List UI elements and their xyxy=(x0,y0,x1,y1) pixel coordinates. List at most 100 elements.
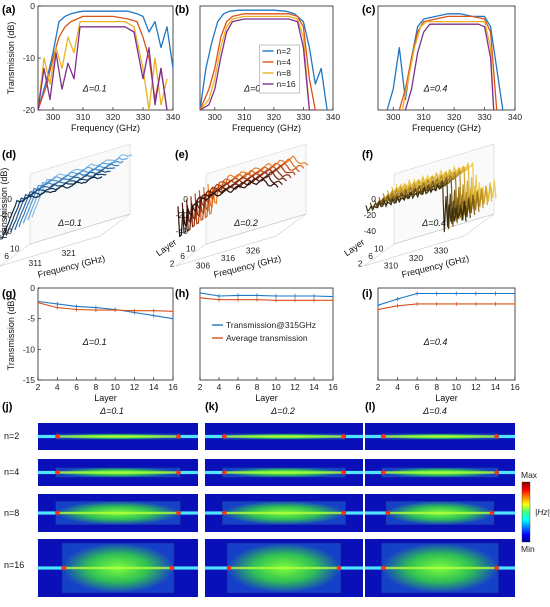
series-marker-g-1-2 xyxy=(74,307,79,312)
x-tick-label-h-6: 14 xyxy=(309,382,319,392)
delta-annotation-b: Δ=0.2 xyxy=(243,83,268,93)
delta-annotation-i: Δ=0.4 xyxy=(423,337,448,347)
core-field-3-2 xyxy=(381,566,499,570)
x-tick-label-c-3: 330 xyxy=(477,112,491,122)
floor-d xyxy=(0,213,131,267)
x-tick-label-i-7: 16 xyxy=(510,382,520,392)
series-group-h xyxy=(200,290,333,303)
x-tick-label-c-2: 320 xyxy=(447,112,461,122)
series-marker-h-0-6 xyxy=(312,293,316,298)
legend-box-b xyxy=(259,44,300,94)
x-axis-label-g: Layer xyxy=(94,393,117,403)
fieldmap-delta-2: Δ=0.2 xyxy=(270,406,295,416)
series-line-h-1 xyxy=(200,297,333,301)
x-tick-label-g-6: 14 xyxy=(149,382,159,392)
plot-i: 2 4 6 8 10 12 14 16 Layer Δ=0.4 xyxy=(376,287,520,403)
waterfall-curve-e-1 xyxy=(181,175,283,234)
series-marker-h-1-3 xyxy=(255,297,259,302)
y-tick-label-a-1: -10 xyxy=(23,53,36,63)
x-tick-label-b-0: 300 xyxy=(208,112,222,122)
series-marker-g-0-1 xyxy=(55,301,60,306)
x-tick-label-b-4: 340 xyxy=(326,112,340,122)
x-tick-label-h-7: 16 xyxy=(328,382,338,392)
row-label-n8: n=8 xyxy=(4,508,19,518)
x-tick-label-i-3: 8 xyxy=(434,382,439,392)
core-field-1-0 xyxy=(55,471,181,474)
z-tick-d-2: -40 xyxy=(0,226,12,236)
legend-h: Transmission@315GHz Average transmission xyxy=(209,319,327,349)
series-line-i-1 xyxy=(378,303,515,311)
series-marker-g-1-6 xyxy=(151,308,156,313)
z-tick-f-2: -40 xyxy=(364,226,377,236)
series-line-a-0 xyxy=(38,10,173,110)
row-label-n4: n=4 xyxy=(4,467,19,477)
waterfall-curve-d-5 xyxy=(22,160,124,224)
series-group-i xyxy=(378,291,515,312)
row-label-n2: n=2 xyxy=(4,431,19,441)
freq-tick-f-0: 310 xyxy=(384,261,398,271)
y-tick-label-a-0: 0 xyxy=(30,1,35,11)
series-line-b-2 xyxy=(200,15,316,110)
x-tick-label-h-0: 2 xyxy=(198,382,203,392)
x-tick-label-c-4: 340 xyxy=(508,112,522,122)
x-axis-label-i: Layer xyxy=(435,393,458,403)
series-marker-i-1-7 xyxy=(513,301,515,306)
series-group-a xyxy=(38,10,173,110)
field-map-0-2 xyxy=(365,423,515,450)
colorbar xyxy=(521,481,531,543)
y-axis-label-a: Transmission (dB) xyxy=(6,22,16,95)
delta-annotation-d: Δ=0.1 xyxy=(57,218,82,228)
x-tick-label-i-2: 6 xyxy=(415,382,420,392)
plot-frame-i xyxy=(377,287,516,381)
series-line-i-0 xyxy=(378,292,515,306)
legend-label-b-2: n=8 xyxy=(277,68,292,78)
waterfall-curve-e-0 xyxy=(177,177,279,238)
legend-label-b-0: n=2 xyxy=(277,46,292,56)
series-marker-i-0-4 xyxy=(454,291,459,296)
row-label-n16: n=16 xyxy=(4,560,24,570)
x-tick-label-a-3: 330 xyxy=(136,112,150,122)
input-hotspot-3-0 xyxy=(61,565,67,571)
series-line-c-3 xyxy=(404,23,495,110)
output-hotspot-3-0 xyxy=(169,565,175,571)
x-tick-label-b-1: 310 xyxy=(237,112,251,122)
input-hotspot-1-1 xyxy=(222,470,227,475)
series-marker-i-1-2 xyxy=(415,301,420,306)
waterfall-curve-d-0 xyxy=(1,176,103,240)
field-map-2-1 xyxy=(205,494,363,532)
series-marker-h-0-1 xyxy=(217,293,221,298)
field-maps: Δ=0.1 Δ=0.2 Δ=0.4 n=2 n=4 n=8 n=16 xyxy=(4,406,515,597)
freq-tick-f-2: 330 xyxy=(434,246,448,256)
panel-label-c: (c) xyxy=(362,4,376,16)
y-tick-label-g-0: 0 xyxy=(30,283,35,293)
series-marker-h-0-0 xyxy=(200,290,202,295)
delta-annotation-e: Δ=0.2 xyxy=(233,218,258,228)
y-tick-label-g-1: -5 xyxy=(27,314,35,324)
series-line-a-3 xyxy=(38,26,168,110)
field-map-0-0 xyxy=(38,423,198,450)
freq-tick-e-0: 306 xyxy=(196,261,210,271)
input-hotspot-3-1 xyxy=(226,565,232,571)
line-plots: 300 310 320 330 340 0 -10 -20 Frequency (GHz) Tra… xyxy=(6,1,522,403)
series-marker-h-0-4 xyxy=(274,293,278,298)
panel-label-j: (j) xyxy=(2,401,13,413)
series-marker-h-0-3 xyxy=(255,293,259,298)
series-marker-i-0-5 xyxy=(473,291,478,296)
series-marker-h-1-7 xyxy=(331,298,333,303)
layer-tick-d-1: 6 xyxy=(4,251,9,261)
legend-label-b-1: n=4 xyxy=(277,57,292,67)
series-line-c-0 xyxy=(386,13,504,110)
waterfall-curve-f-0 xyxy=(365,182,467,233)
freq-tick-e-1: 316 xyxy=(221,253,235,263)
core-field-0-0 xyxy=(55,435,181,438)
core-field-3-0 xyxy=(62,566,174,570)
y-axis-label-g: Transmission (dB) xyxy=(6,298,16,371)
field-map-0-1 xyxy=(205,423,363,450)
x-tick-label-a-0: 300 xyxy=(46,112,60,122)
series-marker-i-0-3 xyxy=(434,291,439,296)
x-tick-label-b-3: 330 xyxy=(296,112,310,122)
series-marker-g-1-3 xyxy=(93,308,98,313)
series-line-b-1 xyxy=(200,13,322,110)
